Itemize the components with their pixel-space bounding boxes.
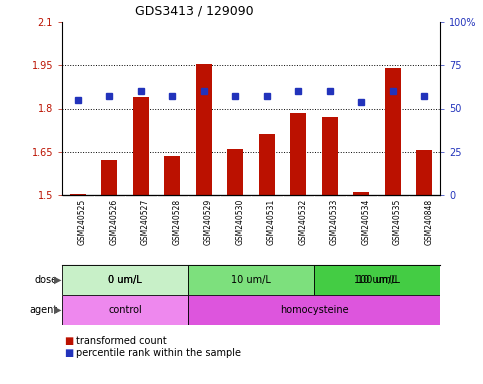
Bar [416, 150, 432, 195]
Bar [62, 295, 188, 325]
Text: GSM240530: GSM240530 [235, 199, 244, 245]
Text: percentile rank within the sample: percentile rank within the sample [75, 348, 241, 358]
Text: homocysteine: homocysteine [280, 305, 348, 315]
Bar [354, 192, 369, 195]
Bar [259, 134, 275, 195]
Text: agent: agent [29, 305, 57, 315]
Bar [196, 65, 212, 195]
Text: dose: dose [34, 275, 57, 285]
Bar [227, 149, 243, 195]
Text: GSM240533: GSM240533 [330, 199, 339, 245]
Text: 0 um/L: 0 um/L [108, 275, 142, 285]
Bar [314, 265, 440, 295]
Bar [290, 113, 306, 195]
Text: GSM240529: GSM240529 [204, 199, 213, 245]
Text: ▶: ▶ [54, 305, 61, 315]
Text: transformed count: transformed count [75, 336, 166, 346]
Bar [322, 117, 338, 195]
Text: 100 um/L: 100 um/L [354, 275, 400, 285]
Text: GSM240527: GSM240527 [141, 199, 150, 245]
Bar [70, 194, 85, 195]
Text: 10 um/L: 10 um/L [357, 275, 397, 285]
Text: ▶: ▶ [54, 275, 61, 285]
Text: GSM240534: GSM240534 [361, 199, 370, 245]
Text: control: control [108, 305, 142, 315]
Bar [188, 265, 314, 295]
Text: GSM240531: GSM240531 [267, 199, 276, 245]
Text: GDS3413 / 129090: GDS3413 / 129090 [135, 5, 254, 18]
Bar [101, 161, 117, 195]
Bar [62, 265, 188, 295]
Text: GSM240848: GSM240848 [424, 199, 433, 245]
Text: GSM240525: GSM240525 [78, 199, 87, 245]
Bar [164, 156, 180, 195]
Text: 0 um/L: 0 um/L [108, 275, 142, 285]
Text: GSM240528: GSM240528 [172, 199, 181, 245]
Text: GSM240526: GSM240526 [109, 199, 118, 245]
Text: ■: ■ [64, 336, 74, 346]
Bar [188, 295, 440, 325]
Text: 10 um/L: 10 um/L [231, 275, 271, 285]
Text: ■: ■ [64, 348, 74, 358]
Text: GSM240532: GSM240532 [298, 199, 307, 245]
Bar [133, 97, 149, 195]
Text: GSM240535: GSM240535 [393, 199, 402, 245]
Bar [385, 68, 400, 195]
